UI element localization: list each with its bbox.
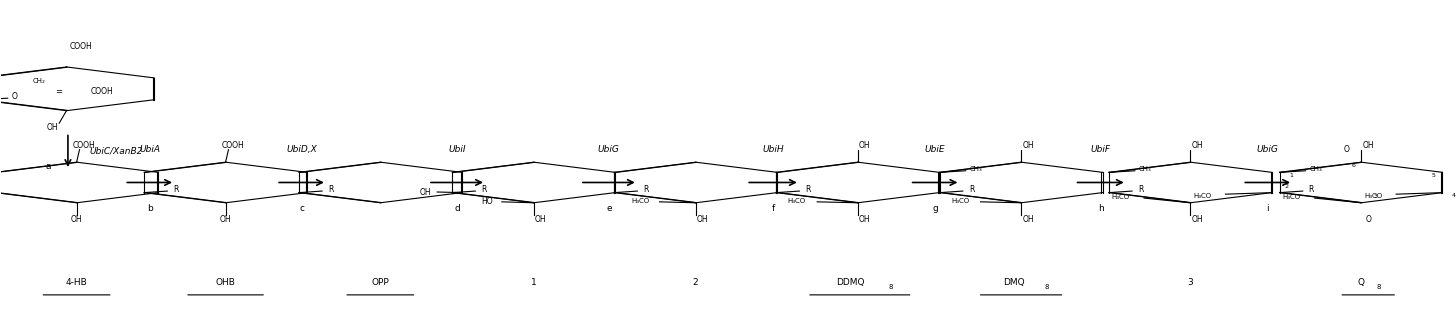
Text: H₃CO: H₃CO	[788, 198, 807, 204]
Text: OHB: OHB	[215, 278, 236, 287]
Text: 5: 5	[1431, 173, 1436, 178]
Text: Q: Q	[1357, 278, 1364, 287]
Text: O: O	[1344, 145, 1350, 154]
Text: COOH: COOH	[90, 88, 114, 96]
Text: i: i	[1267, 204, 1270, 213]
Text: CH₃: CH₃	[970, 166, 983, 172]
Text: UbiA: UbiA	[140, 146, 160, 154]
Text: 8: 8	[888, 284, 893, 290]
Text: OH: OH	[1022, 140, 1034, 150]
Text: OH: OH	[220, 215, 232, 225]
Text: h: h	[1098, 204, 1104, 213]
Text: OH: OH	[1191, 215, 1203, 225]
Text: 6: 6	[1351, 163, 1356, 168]
Text: OH: OH	[1191, 140, 1203, 150]
Text: 2: 2	[693, 278, 699, 287]
Text: =: =	[55, 88, 61, 96]
Text: OH: OH	[419, 188, 431, 197]
Text: UbiI: UbiI	[448, 146, 466, 154]
Text: e: e	[606, 204, 612, 213]
Text: OH: OH	[534, 215, 546, 225]
Text: H₃CO: H₃CO	[1283, 193, 1300, 199]
Text: f: f	[772, 204, 775, 213]
Text: R: R	[328, 185, 333, 194]
Text: UbiC/XanB2: UbiC/XanB2	[90, 147, 143, 156]
Text: b: b	[147, 204, 153, 213]
Text: COOH: COOH	[73, 140, 95, 150]
Text: UbiH: UbiH	[763, 146, 783, 154]
Text: OH: OH	[859, 215, 871, 225]
Text: UbiF: UbiF	[1091, 146, 1111, 154]
Text: OH: OH	[47, 123, 58, 132]
Text: DDMQ: DDMQ	[836, 278, 865, 287]
Text: OPP: OPP	[371, 278, 389, 287]
Text: CH₃: CH₃	[1309, 166, 1322, 172]
Text: H₃CO: H₃CO	[951, 198, 970, 204]
Text: H₃CO: H₃CO	[1194, 193, 1211, 199]
Text: 8: 8	[1376, 284, 1380, 290]
Text: CH₂: CH₂	[33, 78, 47, 84]
Text: 1: 1	[1289, 173, 1293, 178]
Text: UbiG: UbiG	[1257, 146, 1278, 154]
Text: 4: 4	[1452, 193, 1456, 198]
Text: 3: 3	[1373, 194, 1377, 199]
Text: c: c	[298, 204, 304, 213]
Text: UbiG: UbiG	[598, 146, 620, 154]
Text: UbiD,X: UbiD,X	[287, 146, 317, 154]
Text: 8: 8	[1045, 284, 1050, 290]
Text: OH: OH	[1022, 215, 1034, 225]
Text: g: g	[932, 204, 938, 213]
Text: 2: 2	[1284, 184, 1289, 189]
Text: COOH: COOH	[221, 140, 245, 150]
Text: R: R	[1309, 185, 1315, 194]
Text: 1: 1	[531, 278, 536, 287]
Text: UbiE: UbiE	[925, 146, 945, 154]
Text: H₃CO: H₃CO	[632, 198, 649, 204]
Text: R: R	[805, 185, 811, 194]
Text: 3: 3	[1188, 278, 1192, 287]
Text: O: O	[1366, 215, 1372, 225]
Text: DMQ: DMQ	[1003, 278, 1025, 287]
Text: R: R	[173, 185, 179, 194]
Text: OH: OH	[1363, 140, 1374, 150]
Text: CH₃: CH₃	[1139, 166, 1152, 172]
Text: H₃CO: H₃CO	[1364, 193, 1382, 199]
Text: a: a	[45, 162, 51, 171]
Text: HO: HO	[482, 197, 494, 206]
Text: R: R	[644, 185, 649, 194]
Text: R: R	[1139, 185, 1143, 194]
Text: R: R	[482, 185, 486, 194]
Text: d: d	[454, 204, 460, 213]
Text: H₃CO: H₃CO	[1112, 193, 1130, 199]
Text: R: R	[968, 185, 974, 194]
Text: 4-HB: 4-HB	[66, 278, 87, 287]
Text: OH: OH	[859, 140, 871, 150]
Text: OH: OH	[697, 215, 709, 225]
Text: OH: OH	[71, 215, 83, 225]
Text: COOH: COOH	[70, 42, 92, 51]
Text: O: O	[12, 92, 17, 101]
